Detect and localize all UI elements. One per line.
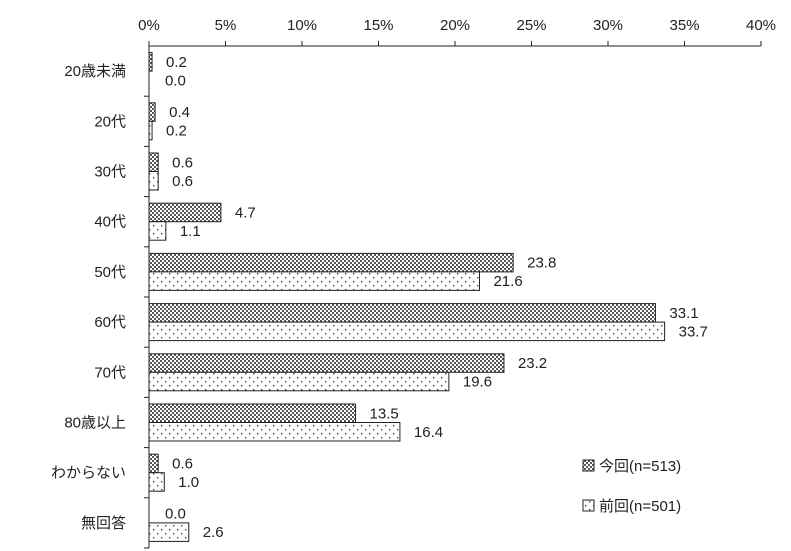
- bar-previous: [148, 422, 401, 442]
- value-label: 19.6: [463, 374, 492, 391]
- x-tick-label: 20%: [440, 17, 470, 34]
- bar-current: [148, 152, 159, 172]
- category-label: 20歳未満: [64, 63, 126, 80]
- value-label: 1.0: [178, 474, 199, 491]
- value-label: 4.7: [235, 204, 256, 221]
- category-label: 無回答: [81, 515, 126, 532]
- x-axis: 0% 5% 10% 15% 20% 25% 30% 35% 40%: [138, 17, 776, 548]
- value-label: 21.6: [493, 273, 522, 290]
- bar-current: [148, 102, 156, 122]
- bar-previous: [148, 522, 190, 542]
- category-label: 30代: [94, 164, 126, 181]
- bar-previous: [148, 221, 167, 241]
- value-label: 1.1: [180, 223, 201, 240]
- legend-swatch: [582, 459, 595, 472]
- value-label: 0.0: [165, 506, 186, 523]
- value-label: 0.2: [166, 123, 187, 140]
- value-label: 0.2: [166, 54, 187, 71]
- value-label: 0.6: [172, 455, 193, 472]
- category-label: わからない: [51, 465, 126, 482]
- bar-previous: [148, 171, 159, 191]
- category-label: 60代: [94, 314, 126, 331]
- category-label: 70代: [94, 364, 126, 381]
- value-labels: 0.20.00.40.20.60.64.71.123.821.633.133.7…: [165, 54, 708, 541]
- legend-label: 今回(n=513): [599, 458, 681, 475]
- legend-label: 前回(n=501): [599, 498, 681, 515]
- bar-previous: [148, 321, 666, 342]
- value-label: 23.8: [527, 255, 556, 272]
- value-label: 2.6: [203, 524, 224, 541]
- legend: 今回(n=513) 前回(n=501): [582, 458, 681, 515]
- bar-previous: [148, 371, 450, 392]
- value-label: 16.4: [414, 424, 443, 441]
- x-tick-label: 10%: [287, 17, 317, 34]
- x-tick-label: 15%: [363, 17, 393, 34]
- category-label: 50代: [94, 264, 126, 281]
- value-label: 33.1: [669, 305, 698, 322]
- bar-current: [148, 303, 656, 323]
- value-label: 0.4: [169, 104, 190, 121]
- value-label: 23.2: [518, 355, 547, 372]
- category-label: 40代: [94, 214, 126, 231]
- x-tick-label: 25%: [516, 17, 546, 34]
- value-label: 0.0: [165, 72, 186, 89]
- x-tick-label: 35%: [669, 17, 699, 34]
- bar-current: [148, 202, 222, 223]
- x-tick-label: 5%: [215, 17, 237, 34]
- category-label: 20代: [94, 113, 126, 130]
- bar-current: [148, 453, 159, 474]
- bar-previous: [148, 472, 165, 492]
- bars: [148, 52, 666, 542]
- bar-current: [148, 353, 505, 373]
- bar-current: [148, 52, 153, 72]
- x-tick-label: 40%: [746, 17, 776, 34]
- value-label: 33.7: [679, 323, 708, 340]
- bar-current: [148, 403, 357, 423]
- value-label: 13.5: [370, 405, 399, 422]
- bar-current: [148, 252, 514, 273]
- category-label: 80歳以上: [64, 415, 126, 432]
- bar-previous: [148, 271, 480, 291]
- legend-swatch: [582, 499, 595, 512]
- x-tick-label: 30%: [593, 17, 623, 34]
- bar-previous: [148, 120, 153, 141]
- value-label: 0.6: [172, 154, 193, 171]
- x-tick-label: 0%: [138, 17, 160, 34]
- value-label: 0.6: [172, 173, 193, 190]
